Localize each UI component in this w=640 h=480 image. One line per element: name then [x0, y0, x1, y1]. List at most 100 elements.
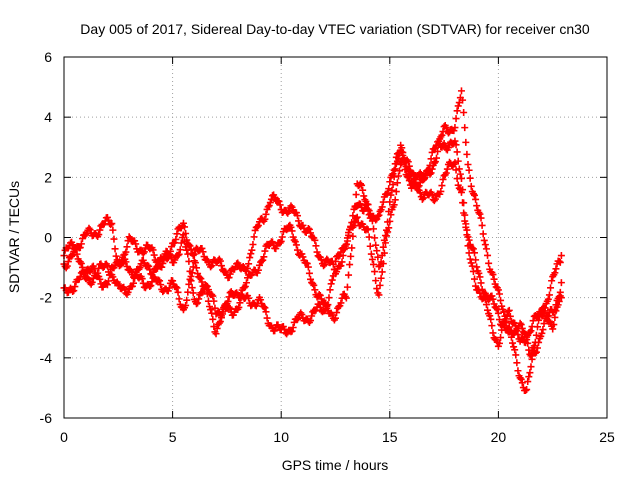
- data-point: [305, 225, 313, 233]
- data-point: [206, 303, 214, 311]
- data-point: [254, 266, 262, 274]
- data-point: [551, 313, 559, 321]
- data-point: [328, 276, 336, 284]
- data-point: [258, 257, 266, 265]
- data-point: [261, 215, 269, 223]
- y-tick-label: -6: [40, 410, 53, 426]
- data-point: [276, 201, 284, 209]
- data-point: [389, 181, 397, 189]
- data-point: [530, 342, 538, 350]
- data-point: [481, 241, 489, 249]
- data-point: [250, 233, 258, 241]
- data-point: [484, 251, 492, 259]
- data-point: [77, 259, 85, 267]
- data-point: [374, 212, 382, 220]
- data-point: [109, 226, 117, 234]
- data-point: [509, 339, 517, 347]
- data-point: [70, 287, 78, 295]
- data-point: [427, 155, 435, 163]
- data-point: [524, 378, 532, 386]
- data-point: [287, 202, 295, 210]
- data-point: [425, 165, 433, 173]
- data-point: [118, 257, 126, 265]
- data-point: [359, 186, 367, 194]
- data-point: [260, 253, 268, 261]
- data-point: [323, 304, 331, 312]
- data-point: [384, 218, 392, 226]
- data-point: [262, 308, 270, 316]
- data-point: [303, 260, 311, 268]
- data-point: [159, 259, 167, 267]
- data-point: [518, 379, 526, 387]
- data-point: [450, 127, 458, 135]
- data-point: [335, 303, 343, 311]
- data-point: [372, 241, 380, 249]
- data-point: [348, 244, 356, 252]
- x-tick-label: 5: [169, 429, 177, 445]
- data-point: [555, 298, 563, 306]
- data-point: [375, 263, 383, 271]
- data-point: [465, 249, 473, 257]
- data-point: [472, 195, 480, 203]
- data-point: [459, 199, 467, 207]
- data-point: [191, 259, 199, 267]
- data-point: [185, 257, 193, 265]
- data-point: [338, 258, 346, 266]
- data-point: [176, 246, 184, 254]
- data-point: [514, 331, 522, 339]
- data-point: [360, 192, 368, 200]
- data-point: [337, 248, 345, 256]
- data-point: [412, 181, 420, 189]
- data-point: [460, 209, 468, 217]
- data-point: [244, 264, 252, 272]
- data-point: [122, 248, 130, 256]
- data-point: [108, 220, 116, 228]
- data-series-track-3: [60, 141, 565, 360]
- data-point: [246, 254, 254, 262]
- data-point: [225, 274, 233, 282]
- data-point: [125, 233, 133, 241]
- data-point: [123, 262, 131, 270]
- data-point: [431, 158, 439, 166]
- data-point: [383, 190, 391, 198]
- data-point: [478, 221, 486, 229]
- data-point: [381, 231, 389, 239]
- data-point: [373, 247, 381, 255]
- data-point: [513, 359, 521, 367]
- data-point: [336, 251, 344, 259]
- data-point: [324, 301, 332, 309]
- data-point: [391, 196, 399, 204]
- data-point: [275, 197, 283, 205]
- data-point: [464, 242, 472, 250]
- data-point: [316, 303, 324, 311]
- data-point: [310, 281, 318, 289]
- data-point: [404, 158, 412, 166]
- data-point: [333, 309, 341, 317]
- data-point: [486, 312, 494, 320]
- data-point: [165, 284, 173, 292]
- data-point: [320, 262, 328, 270]
- data-point: [452, 166, 460, 174]
- data-point: [371, 234, 379, 242]
- data-point: [516, 374, 524, 382]
- data-point: [488, 292, 496, 300]
- data-point: [403, 172, 411, 180]
- data-point: [260, 303, 268, 311]
- data-point: [364, 201, 372, 209]
- data-point: [476, 273, 484, 281]
- data-point: [492, 304, 500, 312]
- data-point: [335, 252, 343, 260]
- plot-points: [60, 87, 565, 394]
- data-point: [477, 214, 485, 222]
- y-tick-label: -2: [40, 290, 53, 306]
- data-point: [526, 369, 534, 377]
- data-point: [105, 277, 113, 285]
- data-point: [388, 186, 396, 194]
- data-point: [236, 299, 244, 307]
- data-point: [372, 216, 380, 224]
- data-point: [482, 245, 490, 253]
- data-point: [144, 261, 152, 269]
- data-point: [177, 239, 185, 247]
- data-point: [73, 250, 81, 258]
- data-point: [224, 297, 232, 305]
